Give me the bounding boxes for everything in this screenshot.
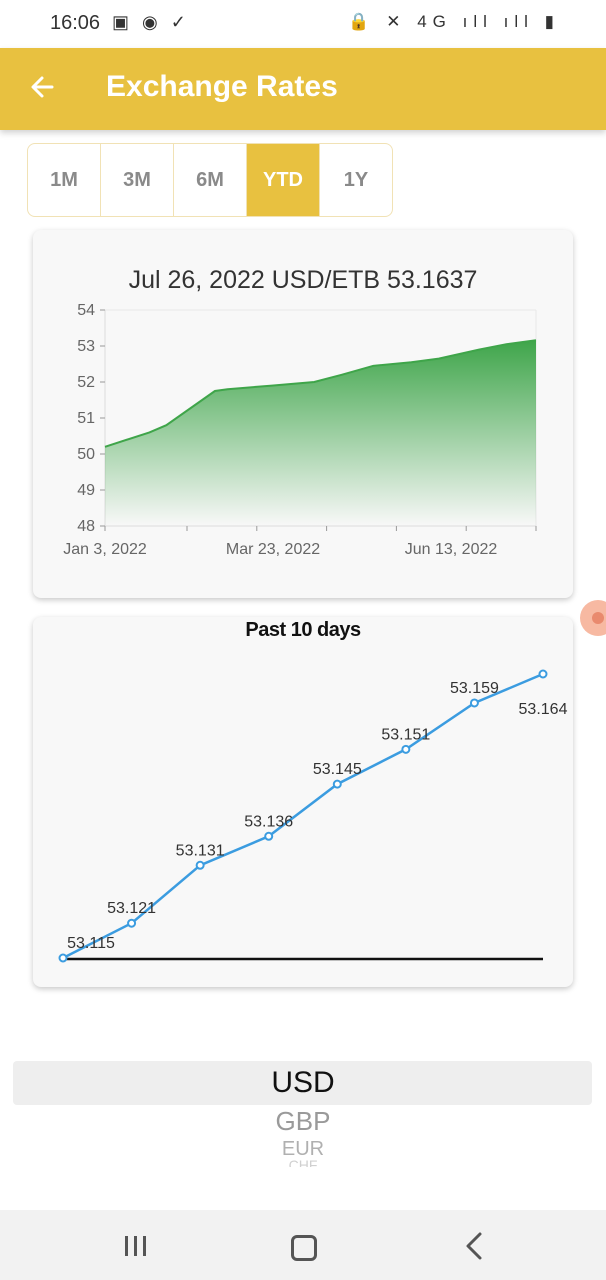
back-svg (466, 1232, 482, 1260)
ytd-chart-title: Jul 26, 2022 USD/ETB 53.1637 (128, 266, 478, 294)
ytd-y-tick-label: 51 (77, 410, 95, 427)
ten-day-point (58, 953, 68, 963)
ytd-x-tick-label: Jan 3, 2022 (63, 541, 147, 558)
tab-1y[interactable]: 1Y (343, 169, 369, 191)
ten-day-point (332, 779, 342, 789)
ytd-area-chart: 48 49 50 51 52 53 54 Jan 3, 2022 Mar 23, 2022 Jun… (63, 302, 537, 558)
home-icon[interactable] (274, 1226, 334, 1266)
ytd-x-tick-label: Jun 13, 2022 (405, 541, 498, 558)
tab-3m[interactable]: 3M (101, 144, 174, 216)
ten-day-chart-title: Past 10 days (245, 619, 361, 641)
status-notification-icons: ▣ ◉ ✓ (112, 12, 190, 32)
ten-day-point (469, 698, 479, 708)
ten-day-point-label: 53.145 (313, 761, 362, 778)
ten-day-point-label: 53.131 (176, 842, 225, 859)
arrow-left-svg (31, 76, 54, 98)
currency-option-eur[interactable]: EUR (281, 1138, 325, 1160)
recent-apps-icon[interactable] (106, 1226, 166, 1266)
picker-selection-highlight (13, 1061, 592, 1105)
ten-day-point-label: 53.164 (519, 701, 568, 718)
floating-assist-button[interactable] (580, 600, 606, 636)
ytd-chart-card: Jul 26, 2022 USD/ETB 53.1637 48 49 50 51 52 5… (33, 230, 573, 598)
range-tabs: 1M 3M 6M YTD 1Y (27, 143, 393, 217)
app-bar: Exchange Rates (0, 48, 606, 130)
tab-1m[interactable]: 1M (28, 144, 101, 216)
system-nav-bar (0, 1210, 606, 1280)
tab-ytd[interactable]: YTD (247, 144, 320, 216)
ytd-y-tick-label: 52 (77, 374, 95, 391)
ten-day-point (127, 918, 137, 928)
currency-option-chf[interactable]: CHF (288, 1159, 318, 1167)
ten-day-point-label: 53.115 (67, 935, 115, 952)
ytd-area-fill (105, 340, 536, 526)
ytd-y-tick-label: 53 (77, 338, 95, 355)
page-title: Exchange Rates (106, 70, 338, 103)
ytd-y-tick-label: 54 (77, 302, 95, 319)
status-time: 16:06 (50, 12, 101, 34)
ten-day-line (62, 672, 544, 960)
ten-day-point-label: 53.151 (381, 726, 430, 743)
status-system-icons: 🔒 ✕ 4G ıll ıll ▮ (348, 12, 560, 31)
ten-day-point-label: 53.159 (450, 680, 499, 697)
ten-day-point (538, 669, 548, 679)
currency-picker[interactable]: USD GBP EUR CHF (0, 1055, 606, 1175)
ten-day-point-label: 53.136 (244, 813, 293, 830)
back-icon[interactable] (444, 1226, 504, 1266)
recent-apps-svg (125, 1236, 146, 1256)
ten-day-point (264, 831, 274, 841)
ytd-y-tick-label: 49 (77, 482, 95, 499)
tab-6m[interactable]: 6M (174, 144, 247, 216)
ten-day-point (401, 744, 411, 754)
ten-day-line-chart: 53.115 53.121 53.131 53.136 53.145 53.151 53.1… (58, 669, 568, 963)
ytd-y-tick-label: 50 (77, 446, 95, 463)
ytd-y-tick-label: 48 (77, 518, 95, 535)
ten-day-point (195, 860, 205, 870)
arrow-left-icon[interactable] (26, 70, 60, 104)
home-shape (291, 1234, 317, 1261)
ytd-area-line (104, 339, 537, 448)
ytd-x-tick-label: Mar 23, 2022 (226, 541, 320, 558)
ten-day-point-label: 53.121 (107, 900, 156, 917)
currency-option-usd[interactable]: USD (271, 1066, 335, 1099)
ten-day-chart-card: Past 10 days 53.115 53.121 53.131 53.136 53.… (33, 617, 573, 987)
status-bar: 16:06 ▣ ◉ ✓ 🔒 ✕ 4G ıll ıll ▮ (0, 0, 606, 48)
currency-option-gbp[interactable]: GBP (275, 1106, 331, 1136)
